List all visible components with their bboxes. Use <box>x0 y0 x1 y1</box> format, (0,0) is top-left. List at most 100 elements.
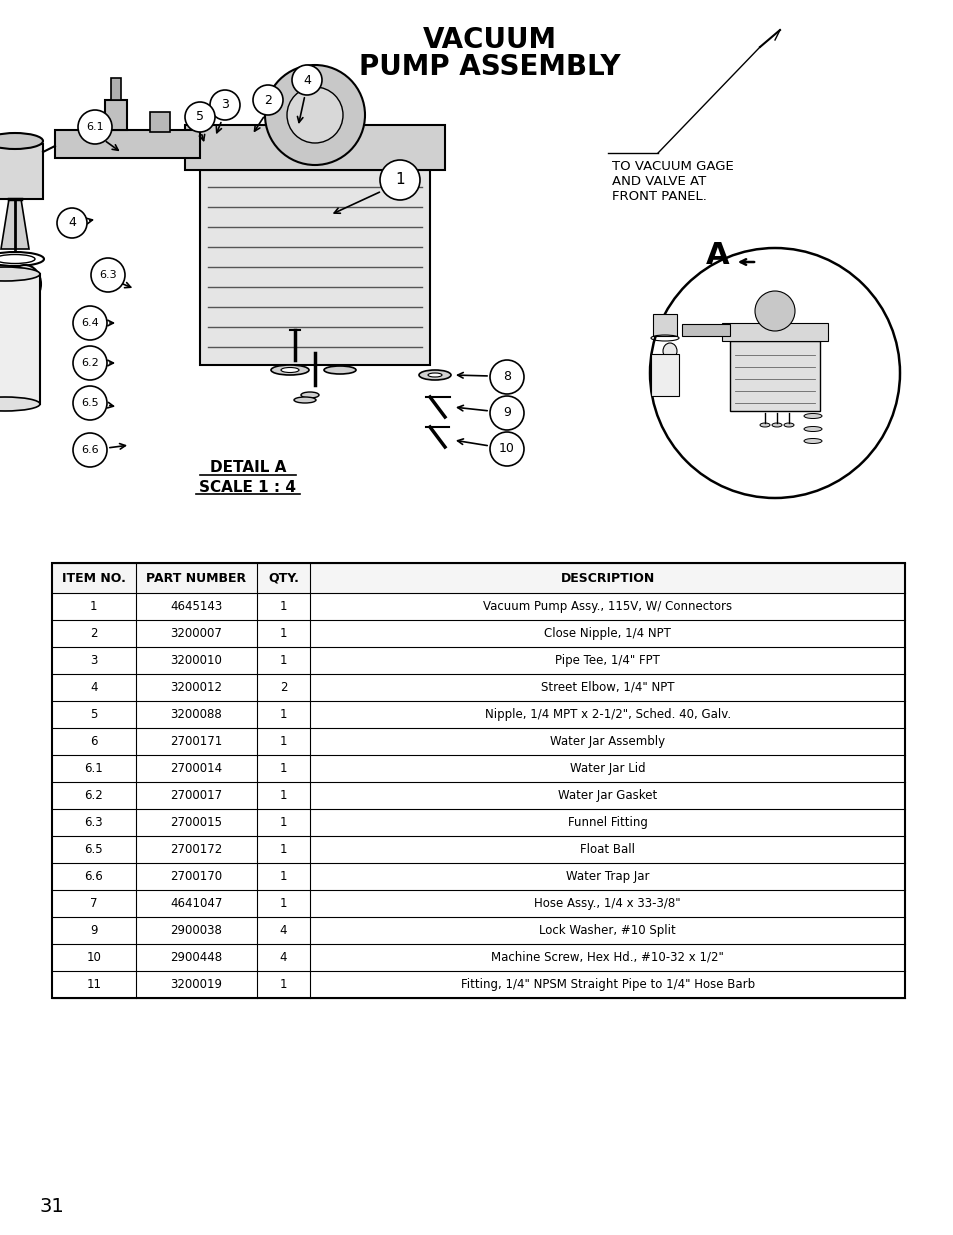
Text: 6.5: 6.5 <box>81 398 99 408</box>
Text: Fitting, 1/4" NPSM Straight Pipe to 1/4" Hose Barb: Fitting, 1/4" NPSM Straight Pipe to 1/4"… <box>460 978 754 990</box>
Text: 2900448: 2900448 <box>170 951 222 965</box>
Text: 3200010: 3200010 <box>170 655 222 667</box>
Text: 4: 4 <box>68 216 76 230</box>
Circle shape <box>754 291 794 331</box>
Text: 6.1: 6.1 <box>84 762 103 776</box>
Ellipse shape <box>803 426 821 431</box>
FancyBboxPatch shape <box>721 324 827 341</box>
Text: 2700015: 2700015 <box>170 816 222 829</box>
Ellipse shape <box>281 368 298 373</box>
Text: 3200088: 3200088 <box>170 708 222 721</box>
FancyBboxPatch shape <box>650 354 679 396</box>
FancyBboxPatch shape <box>185 125 444 170</box>
Text: 1: 1 <box>279 844 287 856</box>
Ellipse shape <box>324 366 355 374</box>
FancyBboxPatch shape <box>0 274 40 404</box>
Text: 6.6: 6.6 <box>84 869 103 883</box>
Text: Close Nipple, 1/4 NPT: Close Nipple, 1/4 NPT <box>544 627 671 640</box>
Text: 2700017: 2700017 <box>170 789 222 802</box>
Circle shape <box>73 346 107 380</box>
FancyBboxPatch shape <box>105 100 127 130</box>
Text: 4: 4 <box>279 951 287 965</box>
Circle shape <box>649 248 899 498</box>
Text: 2: 2 <box>279 680 287 694</box>
Text: 2900038: 2900038 <box>170 924 222 937</box>
Text: 2700172: 2700172 <box>170 844 222 856</box>
Circle shape <box>91 258 125 291</box>
FancyBboxPatch shape <box>0 144 43 199</box>
Ellipse shape <box>760 424 769 427</box>
Ellipse shape <box>771 424 781 427</box>
Text: 4645143: 4645143 <box>170 600 222 613</box>
Text: Float Ball: Float Ball <box>579 844 635 856</box>
Ellipse shape <box>662 343 677 359</box>
Text: 1: 1 <box>279 735 287 748</box>
Text: 11: 11 <box>86 978 101 990</box>
Circle shape <box>490 432 523 466</box>
Text: SCALE 1 : 4: SCALE 1 : 4 <box>199 479 296 494</box>
Text: QTY.: QTY. <box>268 572 298 584</box>
Text: 1: 1 <box>279 789 287 802</box>
Text: 4641047: 4641047 <box>170 897 222 910</box>
Circle shape <box>73 387 107 420</box>
Text: TO VACUUM GAGE
AND VALVE AT
FRONT PANEL.: TO VACUUM GAGE AND VALVE AT FRONT PANEL. <box>612 161 733 203</box>
Text: A: A <box>705 241 729 269</box>
Text: Street Elbow, 1/4" NPT: Street Elbow, 1/4" NPT <box>540 680 674 694</box>
Text: 6.5: 6.5 <box>85 844 103 856</box>
Text: 1: 1 <box>279 897 287 910</box>
Text: 1: 1 <box>279 978 287 990</box>
Text: 5: 5 <box>195 110 204 124</box>
Text: 3200007: 3200007 <box>170 627 222 640</box>
Text: Machine Screw, Hex Hd., #10-32 x 1/2": Machine Screw, Hex Hd., #10-32 x 1/2" <box>491 951 723 965</box>
Circle shape <box>210 90 240 120</box>
Text: 6.6: 6.6 <box>81 445 99 454</box>
Text: 1: 1 <box>279 655 287 667</box>
Ellipse shape <box>0 396 40 411</box>
Text: 6.2: 6.2 <box>84 789 103 802</box>
FancyBboxPatch shape <box>681 324 729 336</box>
Text: 6: 6 <box>90 735 97 748</box>
Circle shape <box>73 306 107 340</box>
Text: PUMP ASSEMBLY: PUMP ASSEMBLY <box>359 53 620 82</box>
Text: 1: 1 <box>279 708 287 721</box>
Text: Funnel Fitting: Funnel Fitting <box>567 816 647 829</box>
Text: Water Trap Jar: Water Trap Jar <box>565 869 649 883</box>
Text: Hose Assy., 1/4 x 33-3/8": Hose Assy., 1/4 x 33-3/8" <box>534 897 680 910</box>
FancyBboxPatch shape <box>150 112 170 132</box>
Text: 10: 10 <box>498 442 515 456</box>
Circle shape <box>185 103 214 132</box>
Ellipse shape <box>428 373 441 377</box>
Text: DETAIL A: DETAIL A <box>210 459 286 474</box>
Text: Nipple, 1/4 MPT x 2-1/2", Sched. 40, Galv.: Nipple, 1/4 MPT x 2-1/2", Sched. 40, Gal… <box>484 708 730 721</box>
Ellipse shape <box>271 366 309 375</box>
Text: 2700171: 2700171 <box>170 735 222 748</box>
Ellipse shape <box>783 424 793 427</box>
Text: 3: 3 <box>90 655 97 667</box>
FancyBboxPatch shape <box>111 78 121 100</box>
Text: 4: 4 <box>303 74 311 86</box>
Text: 4: 4 <box>279 924 287 937</box>
Text: 2700170: 2700170 <box>170 869 222 883</box>
Ellipse shape <box>803 414 821 419</box>
Text: DESCRIPTION: DESCRIPTION <box>560 572 654 584</box>
Text: Pipe Tee, 1/4" FPT: Pipe Tee, 1/4" FPT <box>555 655 659 667</box>
Text: 1: 1 <box>279 816 287 829</box>
Circle shape <box>265 65 365 165</box>
Circle shape <box>490 396 523 430</box>
Circle shape <box>292 65 322 95</box>
Circle shape <box>78 110 112 144</box>
Text: 3200019: 3200019 <box>170 978 222 990</box>
Ellipse shape <box>0 133 43 149</box>
Circle shape <box>57 207 87 238</box>
Text: Lock Washer, #10 Split: Lock Washer, #10 Split <box>538 924 676 937</box>
Text: 1: 1 <box>395 173 404 188</box>
Text: 6.3: 6.3 <box>99 270 116 280</box>
Text: VACUUM: VACUUM <box>422 26 557 54</box>
Text: Water Jar Lid: Water Jar Lid <box>569 762 645 776</box>
Ellipse shape <box>9 266 41 303</box>
Text: 6.1: 6.1 <box>86 122 104 132</box>
Text: 1: 1 <box>279 627 287 640</box>
FancyBboxPatch shape <box>652 314 677 336</box>
Text: 6.4: 6.4 <box>81 317 99 329</box>
Text: 3200012: 3200012 <box>170 680 222 694</box>
